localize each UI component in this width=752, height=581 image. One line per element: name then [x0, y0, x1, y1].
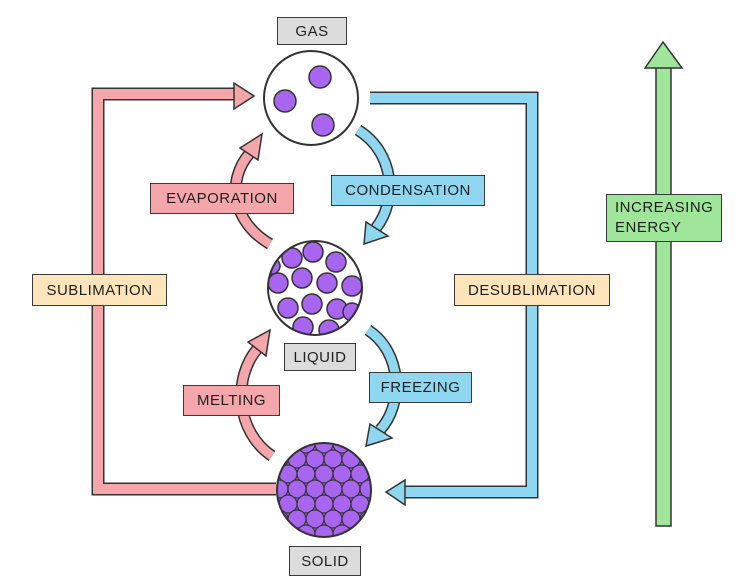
- increasing-energy-label: INCREASING ENERGY: [606, 194, 722, 242]
- liquid-particles: [267, 240, 363, 336]
- evaporation-label: EVAPORATION: [150, 183, 294, 214]
- increasing-energy-line2: ENERGY: [615, 219, 682, 236]
- gas-particles: [263, 50, 359, 146]
- increasing-energy-arrow: [643, 40, 684, 527]
- condensation-label: CONDENSATION: [331, 175, 485, 206]
- gas-label: GAS: [277, 17, 347, 45]
- solid-label: SOLID: [289, 546, 361, 576]
- increasing-energy-line1: INCREASING: [615, 199, 714, 216]
- solid-particles: [276, 442, 372, 538]
- liquid-label: LIQUID: [284, 343, 356, 371]
- melting-label: MELTING: [183, 385, 280, 416]
- freezing-label: FREEZING: [369, 372, 472, 403]
- sublimation-label: SUBLIMATION: [32, 274, 167, 306]
- desublimation-label: DESUBLIMATION: [454, 274, 610, 306]
